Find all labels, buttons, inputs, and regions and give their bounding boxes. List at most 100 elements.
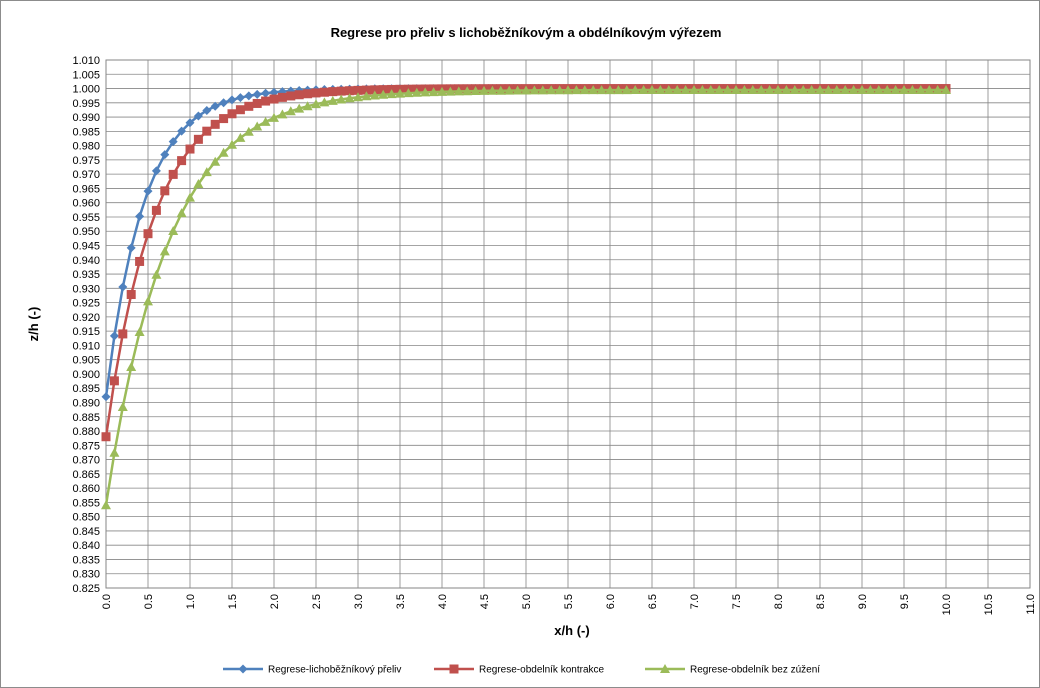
legend-marker bbox=[660, 664, 670, 673]
y-axis-ticks: 0.825 0.830 0.835 0.840 0.845 0.850 0.855 0.860… bbox=[72, 55, 100, 595]
data-point bbox=[630, 85, 641, 95]
data-point bbox=[143, 296, 153, 306]
data-point bbox=[151, 269, 162, 279]
data-point bbox=[109, 331, 119, 341]
data-point bbox=[537, 85, 548, 95]
data-point bbox=[428, 87, 439, 97]
data-point bbox=[546, 85, 557, 95]
data-point bbox=[529, 85, 540, 95]
data-point bbox=[621, 85, 632, 95]
data-point bbox=[554, 85, 565, 95]
series-layer bbox=[101, 84, 951, 510]
data-point bbox=[378, 89, 389, 99]
data-point bbox=[899, 84, 909, 94]
data-point bbox=[697, 84, 708, 94]
x-tick-label: 10.5 bbox=[983, 594, 995, 615]
data-point bbox=[605, 85, 615, 95]
y-tick-label: 0.905 bbox=[72, 355, 100, 367]
data-point bbox=[479, 85, 489, 95]
legend: Regrese-lichoběžníkový přeliv Regrese-obd… bbox=[223, 664, 820, 676]
y-tick-label: 0.875 bbox=[72, 440, 100, 452]
data-point bbox=[193, 179, 204, 189]
data-point bbox=[445, 86, 456, 96]
y-tick-label: 0.895 bbox=[72, 383, 100, 395]
y-tick-label: 0.915 bbox=[72, 326, 100, 338]
data-point bbox=[143, 229, 153, 239]
data-point bbox=[135, 211, 145, 221]
data-point bbox=[386, 89, 397, 99]
data-point bbox=[689, 85, 699, 95]
x-tick-label: 4.0 bbox=[437, 594, 449, 609]
data-point bbox=[613, 85, 624, 95]
data-point bbox=[932, 84, 943, 94]
x-tick-label: 1.5 bbox=[227, 594, 239, 609]
data-point bbox=[218, 147, 229, 157]
data-point bbox=[588, 85, 599, 95]
x-tick-label: 7.5 bbox=[731, 594, 743, 609]
data-point bbox=[764, 84, 775, 94]
data-point bbox=[118, 329, 128, 339]
y-tick-label: 0.890 bbox=[72, 397, 100, 409]
data-point bbox=[353, 85, 363, 95]
y-tick-label: 0.960 bbox=[72, 198, 100, 210]
data-point bbox=[596, 85, 607, 95]
data-point bbox=[327, 95, 338, 105]
data-point bbox=[244, 101, 254, 111]
data-point bbox=[160, 150, 170, 160]
data-point bbox=[277, 92, 287, 102]
data-point bbox=[638, 85, 649, 95]
data-point bbox=[277, 109, 288, 119]
data-point bbox=[403, 88, 414, 98]
data-point bbox=[378, 85, 388, 95]
data-point bbox=[680, 85, 691, 95]
data-point bbox=[773, 84, 783, 94]
x-tick-label: 11.0 bbox=[1025, 594, 1037, 615]
data-point bbox=[185, 144, 195, 154]
legend-item: Regrese-lichoběžníkový přeliv bbox=[223, 664, 401, 676]
data-point bbox=[168, 169, 178, 179]
x-tick-label: 8.5 bbox=[815, 594, 827, 609]
data-point bbox=[882, 84, 893, 94]
data-point bbox=[118, 282, 128, 292]
data-point bbox=[420, 87, 431, 97]
y-tick-label: 0.995 bbox=[72, 98, 100, 110]
data-point bbox=[495, 85, 506, 95]
data-point bbox=[890, 84, 901, 94]
y-tick-label: 0.840 bbox=[72, 540, 100, 552]
data-point bbox=[848, 84, 859, 94]
data-point bbox=[235, 132, 246, 142]
data-point bbox=[101, 432, 111, 442]
y-tick-label: 0.985 bbox=[72, 126, 100, 138]
y-tick-label: 0.935 bbox=[72, 269, 100, 281]
data-point bbox=[705, 84, 716, 94]
x-tick-label: 0.5 bbox=[143, 594, 155, 609]
data-point bbox=[739, 84, 750, 94]
x-axis-ticks: 0.0 0.5 1.0 1.5 2.0 2.5 3.0 3.5 4.0 4.5 5.0 5.5 6.0 6… bbox=[101, 594, 1037, 615]
data-point bbox=[302, 101, 313, 111]
data-point bbox=[647, 85, 657, 95]
data-point bbox=[210, 156, 221, 166]
data-point bbox=[798, 84, 809, 94]
data-point bbox=[470, 86, 481, 96]
data-point bbox=[781, 84, 792, 94]
y-tick-label: 0.940 bbox=[72, 255, 100, 267]
data-point bbox=[311, 88, 321, 98]
x-tick-label: 3.0 bbox=[353, 594, 365, 609]
x-tick-label: 9.0 bbox=[857, 594, 869, 609]
data-point bbox=[806, 84, 817, 94]
y-axis-title: z/h (-) bbox=[26, 307, 41, 342]
legend-item: Regrese-obdelník bez zúžení bbox=[645, 664, 820, 676]
x-tick-label: 2.5 bbox=[311, 594, 323, 609]
y-tick-label: 0.865 bbox=[72, 469, 100, 481]
data-point bbox=[663, 85, 674, 95]
data-point bbox=[319, 97, 330, 107]
data-point bbox=[345, 86, 355, 96]
data-point bbox=[512, 85, 523, 95]
y-tick-label: 0.835 bbox=[72, 554, 100, 566]
series-3 bbox=[101, 84, 951, 510]
legend-label: Regrese-lichoběžníkový přeliv bbox=[268, 665, 401, 676]
data-point bbox=[319, 87, 329, 97]
data-point bbox=[168, 225, 179, 235]
x-axis-title: x/h (-) bbox=[554, 623, 589, 638]
